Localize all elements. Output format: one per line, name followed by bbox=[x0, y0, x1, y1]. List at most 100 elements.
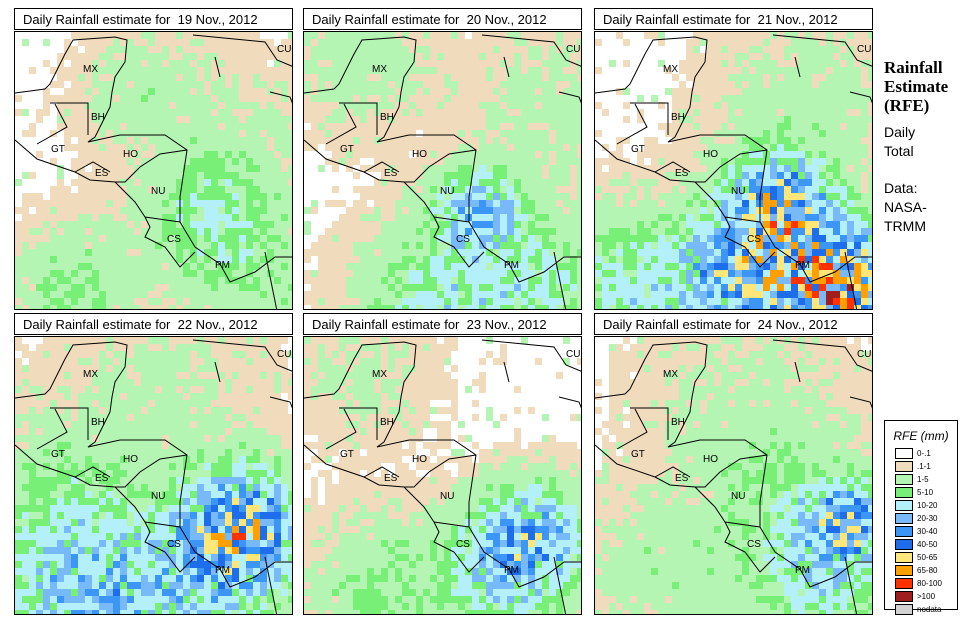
rainfall-cell bbox=[451, 249, 458, 256]
rainfall-cell bbox=[458, 291, 465, 298]
rainfall-cell bbox=[162, 365, 169, 372]
rainfall-cell bbox=[721, 249, 728, 256]
rainfall-cell bbox=[141, 421, 148, 428]
rainfall-cell bbox=[106, 351, 113, 358]
rainfall-cell bbox=[521, 137, 528, 144]
rainfall-cell bbox=[763, 32, 770, 39]
rainfall-cell bbox=[749, 39, 756, 46]
coastline-borders bbox=[15, 34, 292, 309]
rainfall-cell bbox=[798, 284, 805, 291]
rainfall-cell bbox=[381, 277, 388, 284]
rainfall-cell bbox=[134, 291, 141, 298]
rainfall-cell bbox=[78, 277, 85, 284]
rainfall-cell bbox=[141, 256, 148, 263]
rainfall-cell bbox=[500, 102, 507, 109]
rainfall-cell bbox=[190, 393, 197, 400]
rainfall-cell bbox=[332, 53, 339, 60]
rainfall-cell bbox=[113, 116, 120, 123]
rainfall-cell bbox=[707, 179, 714, 186]
rainfall-cell bbox=[861, 235, 868, 242]
rainfall-cell bbox=[486, 137, 493, 144]
rainfall-cell bbox=[239, 407, 246, 414]
rainfall-cell bbox=[686, 277, 693, 284]
rainfall-cell bbox=[141, 172, 148, 179]
rainfall-cell bbox=[700, 277, 707, 284]
rainfall-cell bbox=[395, 305, 402, 309]
rainfall-cell bbox=[274, 351, 281, 358]
rainfall-cell bbox=[253, 270, 260, 277]
rainfall-cell bbox=[113, 165, 120, 172]
rainfall-cell bbox=[714, 39, 721, 46]
rainfall-cell bbox=[176, 95, 183, 102]
rainfall-cell bbox=[805, 158, 812, 165]
rainfall-cell bbox=[763, 214, 770, 221]
rainfall-cell bbox=[644, 228, 651, 235]
rainfall-cell bbox=[99, 414, 106, 421]
rainfall-cell bbox=[176, 46, 183, 53]
rainfall-cell bbox=[155, 379, 162, 386]
rainfall-cell bbox=[204, 130, 211, 137]
rainfall-cell bbox=[106, 393, 113, 400]
rainfall-cell bbox=[528, 60, 535, 67]
rainfall-cell bbox=[728, 60, 735, 67]
rainfall-cell bbox=[486, 53, 493, 60]
rainfall-cell bbox=[395, 298, 402, 305]
rainfall-cell bbox=[127, 32, 134, 39]
rainfall-cell bbox=[183, 242, 190, 249]
rainfall-cell bbox=[714, 32, 721, 39]
rainfall-cell bbox=[232, 400, 239, 407]
rainfall-cell bbox=[826, 74, 833, 81]
rainfall-cell bbox=[563, 270, 570, 277]
rainfall-cell bbox=[246, 305, 253, 309]
rainfall-cell bbox=[570, 179, 577, 186]
rainfall-cell bbox=[451, 179, 458, 186]
rainfall-cell bbox=[388, 151, 395, 158]
rainfall-cell bbox=[430, 200, 437, 207]
rainfall-cell bbox=[493, 144, 500, 151]
rainfall-cell bbox=[50, 130, 57, 137]
rainfall-cell bbox=[360, 298, 367, 305]
rainfall-map-panel: Daily Rainfall estimate for 20 Nov., 201… bbox=[303, 8, 582, 310]
rainfall-cell bbox=[134, 144, 141, 151]
rainfall-cell bbox=[29, 284, 36, 291]
rainfall-cell bbox=[840, 116, 847, 123]
rainfall-cell bbox=[798, 200, 805, 207]
rainfall-cell bbox=[239, 39, 246, 46]
rainfall-cell bbox=[92, 407, 99, 414]
rainfall-cell bbox=[318, 32, 325, 39]
rainfall-cell bbox=[805, 109, 812, 116]
rainfall-cell bbox=[360, 165, 367, 172]
rainfall-cell bbox=[183, 235, 190, 242]
rainfall-cell bbox=[840, 305, 847, 309]
rainfall-cell bbox=[556, 116, 563, 123]
rainfall-cell bbox=[840, 67, 847, 74]
rainfall-cell bbox=[458, 60, 465, 67]
rainfall-cell bbox=[742, 144, 749, 151]
rainfall-cell bbox=[577, 186, 581, 193]
rainfall-cell bbox=[360, 151, 367, 158]
rainfall-cell bbox=[840, 130, 847, 137]
rainfall-cell bbox=[346, 88, 353, 95]
rainfall-cell bbox=[458, 144, 465, 151]
rainfall-cell bbox=[798, 109, 805, 116]
rainfall-cell bbox=[686, 116, 693, 123]
rainfall-cell bbox=[423, 270, 430, 277]
rainfall-cell bbox=[458, 165, 465, 172]
rainfall-cell bbox=[71, 53, 78, 60]
rainfall-cell bbox=[416, 123, 423, 130]
rainfall-cell bbox=[281, 372, 288, 379]
rainfall-cell bbox=[805, 116, 812, 123]
rainfall-cell bbox=[416, 88, 423, 95]
rainfall-cell bbox=[325, 74, 332, 81]
rainfall-cell bbox=[798, 291, 805, 298]
rainfall-cell bbox=[346, 144, 353, 151]
rainfall-cell bbox=[777, 291, 784, 298]
rainfall-cell bbox=[444, 109, 451, 116]
rainfall-cell bbox=[332, 116, 339, 123]
rainfall-cell bbox=[833, 214, 840, 221]
rainfall-cell bbox=[595, 130, 602, 137]
rainfall-cell bbox=[549, 116, 556, 123]
rainfall-cell bbox=[197, 158, 204, 165]
rainfall-cell bbox=[22, 372, 29, 379]
rainfall-cell bbox=[686, 123, 693, 130]
